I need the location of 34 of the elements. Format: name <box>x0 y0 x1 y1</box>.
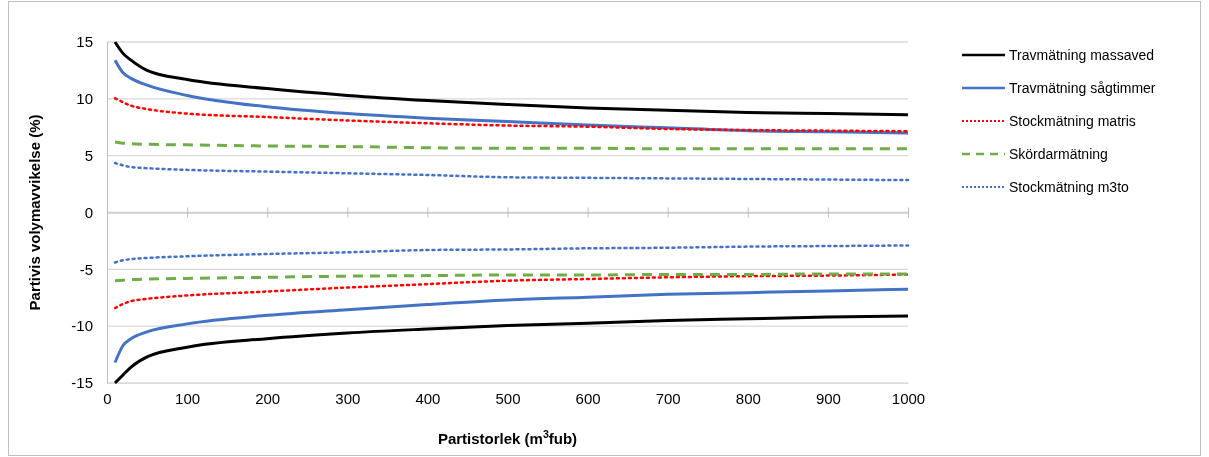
y-tick-label: -10 <box>71 317 93 335</box>
legend-label: Stockmätning m3to <box>1009 179 1130 195</box>
y-tick-label: -15 <box>71 374 93 392</box>
y-tick-label: 10 <box>76 90 93 108</box>
x-tick-label: 600 <box>575 389 601 407</box>
line-series <box>113 244 910 264</box>
x-tick-label: 100 <box>175 389 201 407</box>
line-series <box>113 40 910 117</box>
line-series <box>113 287 910 365</box>
y-tick-label: -5 <box>79 260 93 278</box>
x-tick-label: 200 <box>255 389 281 407</box>
x-tick-label: 700 <box>655 389 681 407</box>
line-series <box>113 97 910 133</box>
y-tick-label: 15 <box>76 33 93 51</box>
legend-label: Travmätning sågtimmer <box>1009 80 1156 96</box>
line-series <box>113 273 910 310</box>
y-tick-label: 0 <box>84 203 93 221</box>
x-tick-label: 900 <box>815 389 841 407</box>
legend-label: Stockmätning matris <box>1009 113 1136 129</box>
line-series <box>113 161 910 182</box>
legend-label: Skördarmätning <box>1009 146 1108 162</box>
x-tick-label: 400 <box>415 389 441 407</box>
y-axis-title: Partivis volymavvikelse (%) <box>26 114 43 311</box>
line-series <box>113 140 910 151</box>
legend-label: Travmätning massaved <box>1009 47 1154 63</box>
x-tick-label: 1000 <box>891 389 926 407</box>
x-tick-label: 800 <box>735 389 761 407</box>
x-tick-label: 300 <box>335 389 361 407</box>
y-tick-label: 5 <box>84 146 93 164</box>
x-tick-label: 0 <box>103 389 112 407</box>
x-tick-label: 500 <box>495 389 521 407</box>
line-series <box>113 272 910 283</box>
line-series <box>113 314 910 385</box>
x-axis-title: Partistorlek (m$^{3}$fub) <box>437 428 578 447</box>
